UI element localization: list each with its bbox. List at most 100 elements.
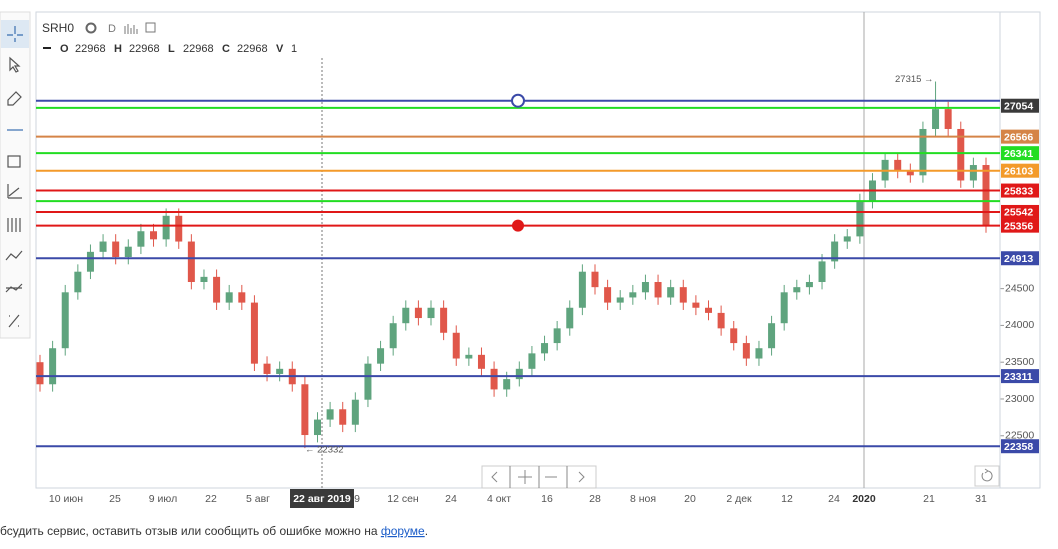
footer: бсудить сервис, оставить отзыв или сообщ…: [0, 524, 428, 538]
candle-body: [276, 368, 284, 374]
candle-body: [339, 409, 347, 425]
level-handle[interactable]: [511, 93, 525, 108]
reset-icon: [981, 468, 993, 482]
candle-body: [553, 328, 561, 344]
y-tick-label: 24000: [1005, 319, 1034, 331]
level-label-bg: [1001, 251, 1039, 266]
candle-body: [717, 312, 725, 329]
x-tick-label: 5 авг: [246, 493, 270, 505]
candle-body: [742, 343, 750, 359]
candle-body: [692, 302, 700, 308]
candle-body: [641, 282, 649, 293]
level-label-bg: [1001, 98, 1039, 113]
field-key: H: [114, 43, 122, 55]
candle-body: [137, 231, 145, 247]
reset-button[interactable]: [974, 465, 1000, 487]
candle-body: [250, 302, 258, 364]
candle-body: [856, 201, 864, 237]
candle-body: [944, 109, 952, 129]
nav-icons[interactable]: [491, 466, 585, 488]
crosshair-tool[interactable]: [7, 26, 23, 42]
candle-body: [490, 368, 498, 390]
candle-body: [150, 231, 158, 240]
x-tick-label: 10 июн: [49, 493, 83, 505]
candle-body: [86, 251, 94, 272]
level-label-bg: [1001, 183, 1039, 198]
cycle-tool[interactable]: [7, 218, 21, 232]
field-value: 22968: [183, 43, 214, 55]
candle-body: [162, 215, 170, 240]
candle-body: [112, 241, 120, 257]
candle-body: [982, 165, 990, 226]
indicators-icon[interactable]: [124, 24, 138, 34]
field-key: O: [60, 43, 69, 55]
candle-body: [402, 307, 410, 324]
pattern-tool[interactable]: [5, 283, 23, 293]
candle-body: [541, 343, 549, 354]
candle-body: [906, 170, 914, 176]
y-tick-label: 22500: [1005, 430, 1034, 442]
compare-icon[interactable]: [145, 22, 156, 33]
candle-body: [465, 354, 473, 359]
tool-icons: [1, 20, 29, 328]
low-annotation: ← 22332: [305, 445, 344, 456]
x-tick-label: 20: [684, 493, 696, 505]
forum-link[interactable]: форуме: [381, 524, 425, 538]
eraser-tool[interactable]: [7, 91, 22, 106]
level-label: 23311: [1004, 371, 1033, 383]
candle-body: [313, 419, 321, 436]
candle-body: [351, 399, 359, 425]
fib-tool[interactable]: [7, 184, 22, 199]
candle-body: [377, 348, 385, 364]
percent-tool[interactable]: [8, 314, 20, 328]
candle-body: [793, 287, 801, 293]
candle-body: [730, 328, 738, 344]
candle-body: [61, 292, 69, 349]
x-tick-label: 2 дек: [726, 493, 752, 505]
candle-body: [969, 165, 977, 181]
footer-end: .: [425, 524, 428, 538]
settings-icon[interactable]: [85, 22, 97, 34]
candle-body: [805, 282, 813, 288]
y-tick-label: 23000: [1005, 393, 1034, 405]
pointer-tool[interactable]: [9, 56, 21, 73]
candle-body: [780, 292, 788, 324]
x-tick-label: 21: [923, 493, 935, 505]
level-label: 24913: [1004, 253, 1033, 265]
candle-body: [629, 292, 637, 298]
field-key: V: [276, 43, 284, 55]
level-label-bg: [1001, 439, 1039, 454]
candle-body: [175, 215, 183, 242]
x-tick-label: 2020: [852, 493, 876, 505]
candle-body: [528, 353, 536, 369]
level-label-bg: [1001, 369, 1039, 384]
candle-body: [124, 246, 132, 257]
x-tick-label: 12: [781, 493, 793, 505]
candle-body: [654, 282, 662, 298]
wave-tool[interactable]: [5, 250, 23, 261]
level-label: 27054: [1004, 101, 1033, 113]
candle-body: [238, 292, 246, 303]
level-handle[interactable]: [512, 219, 524, 232]
high-annotation: 27315 →: [895, 74, 934, 85]
candle-body: [831, 241, 839, 262]
candle-body: [566, 307, 574, 329]
candle-body: [36, 362, 44, 385]
x-tick-label: 25: [109, 493, 121, 505]
level-label: 25833: [1004, 185, 1033, 197]
plot: 24500 24000 23500 23000 22500 27054 26566 26341…: [36, 12, 1039, 508]
level-label-bg: [1001, 218, 1039, 233]
shape-tool[interactable]: [7, 155, 21, 168]
candle-body: [364, 363, 372, 400]
level-label: 25542: [1004, 207, 1033, 219]
level-label: 26103: [1004, 165, 1033, 177]
candle-body: [301, 384, 309, 436]
candle-body: [99, 241, 107, 252]
period[interactable]: D: [108, 23, 116, 35]
level-label-bg: [1001, 129, 1039, 144]
candle-body: [578, 271, 586, 308]
level-label: 22358: [1004, 441, 1033, 453]
candle-body: [326, 409, 334, 420]
